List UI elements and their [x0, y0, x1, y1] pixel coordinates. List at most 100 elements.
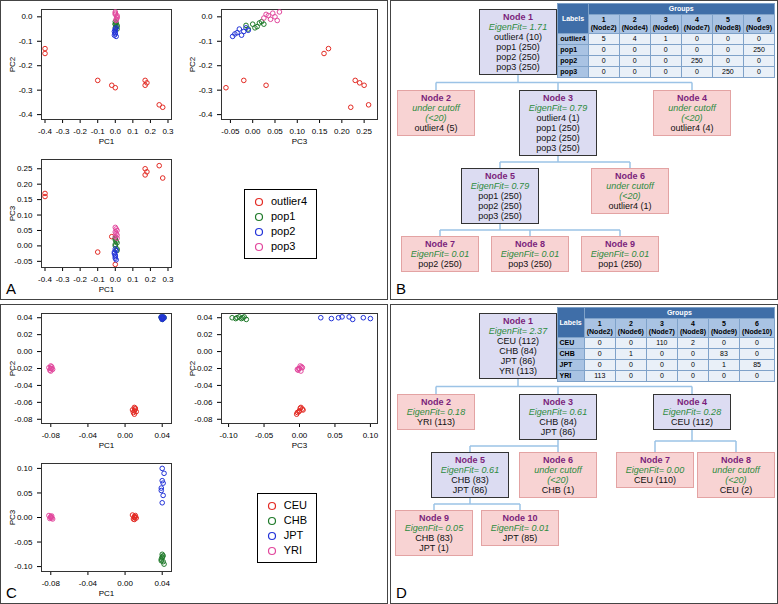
- svg-text:-0.3: -0.3: [56, 275, 70, 284]
- svg-text:0.20: 0.20: [334, 127, 350, 136]
- svg-text:PC2: PC2: [188, 56, 197, 72]
- svg-text:0.0: 0.0: [21, 12, 33, 21]
- svg-text:0.0: 0.0: [110, 127, 122, 136]
- svg-text:PC1: PC1: [99, 589, 115, 598]
- svg-text:0.05: 0.05: [267, 127, 283, 136]
- svg-text:0.00: 0.00: [117, 579, 133, 588]
- svg-text:-0.4: -0.4: [38, 275, 52, 284]
- svg-text:-0.2: -0.2: [73, 275, 87, 284]
- svg-text:PC1: PC1: [99, 285, 115, 294]
- html-text:YRI: YRI: [283, 544, 303, 556]
- svg-text:0.00: 0.00: [197, 347, 213, 356]
- html-text:EigenFit= 1.71: EigenFit= 1.71: [488, 22, 548, 32]
- svg-text:PC3: PC3: [292, 137, 308, 146]
- svg-text:0.3: 0.3: [162, 275, 174, 284]
- svg-text:0.00: 0.00: [17, 347, 33, 356]
- svg-text:0.00: 0.00: [245, 127, 261, 136]
- svg-text:-0.1: -0.1: [91, 127, 105, 136]
- svg-text:0.04: 0.04: [154, 579, 170, 588]
- svg-text:0.10: 0.10: [17, 211, 33, 220]
- svg-text:0.00: 0.00: [17, 513, 33, 522]
- svg-text:-0.06: -0.06: [194, 398, 213, 407]
- svg-text:0.10: 0.10: [363, 431, 379, 440]
- svg-text:PC2: PC2: [8, 360, 17, 376]
- svg-text:PC2: PC2: [8, 56, 17, 72]
- html-text:A: A: [6, 280, 16, 297]
- svg-text:0.04: 0.04: [17, 313, 33, 322]
- svg-text:PC1: PC1: [99, 441, 115, 450]
- svg-text:PC1: PC1: [99, 137, 115, 146]
- html-text:pop3: pop3: [270, 240, 296, 252]
- svg-text:0.25: 0.25: [356, 127, 372, 136]
- html-text:outlier4: outlier4: [270, 195, 307, 207]
- svg-text:-0.10: -0.10: [14, 562, 33, 571]
- svg-text:PC3: PC3: [292, 441, 308, 450]
- svg-text:-0.3: -0.3: [56, 127, 70, 136]
- svg-text:0.00: 0.00: [117, 431, 133, 440]
- html-text:pop2: pop2: [270, 225, 296, 237]
- svg-text:-0.4: -0.4: [19, 110, 33, 119]
- svg-text:0.3: 0.3: [162, 127, 174, 136]
- svg-text:-0.2: -0.2: [19, 61, 33, 70]
- svg-text:0.10: 0.10: [289, 127, 305, 136]
- svg-text:-0.3: -0.3: [19, 86, 33, 95]
- svg-text:0.1: 0.1: [127, 275, 139, 284]
- svg-text:-0.04: -0.04: [14, 381, 33, 390]
- svg-text:-0.05: -0.05: [221, 127, 240, 136]
- html-text:D: D: [396, 584, 407, 601]
- html-text:pop1: pop1: [270, 210, 296, 222]
- svg-text:0.04: 0.04: [154, 431, 170, 440]
- svg-text:0.05: 0.05: [17, 226, 33, 235]
- svg-text:0.02: 0.02: [197, 330, 213, 339]
- svg-text:0.15: 0.15: [312, 127, 328, 136]
- svg-text:0.05: 0.05: [17, 489, 33, 498]
- svg-text:-0.08: -0.08: [42, 579, 61, 588]
- svg-text:-0.2: -0.2: [199, 61, 213, 70]
- svg-text:0.00: 0.00: [17, 241, 33, 250]
- html-text:under cutoff (<20): under cutoff (<20): [606, 181, 654, 201]
- svg-text:0.0: 0.0: [201, 12, 213, 21]
- svg-text:0.15: 0.15: [17, 195, 33, 204]
- svg-text:0.25: 0.25: [17, 164, 33, 173]
- svg-text:-0.04: -0.04: [79, 431, 98, 440]
- svg-text:0.20: 0.20: [17, 180, 33, 189]
- svg-text:PC2: PC2: [188, 360, 197, 376]
- svg-text:0.05: 0.05: [327, 431, 343, 440]
- svg-text:-0.2: -0.2: [73, 127, 87, 136]
- html-text:JPT: JPT: [283, 529, 304, 541]
- svg-text:0.1: 0.1: [127, 127, 139, 136]
- svg-text:-0.08: -0.08: [42, 431, 61, 440]
- svg-text:0.2: 0.2: [145, 127, 157, 136]
- svg-text:-0.05: -0.05: [255, 431, 274, 440]
- svg-text:-0.06: -0.06: [14, 398, 33, 407]
- svg-text:0.2: 0.2: [145, 275, 157, 284]
- svg-text:-0.4: -0.4: [199, 110, 213, 119]
- svg-text:-0.04: -0.04: [194, 381, 213, 390]
- svg-text:-0.1: -0.1: [91, 275, 105, 284]
- html-text:under cutoff (<20): under cutoff (<20): [712, 465, 760, 485]
- svg-text:PC3: PC3: [8, 205, 17, 221]
- html-text:under cutoff (<20): under cutoff (<20): [668, 103, 716, 123]
- svg-text:-0.08: -0.08: [194, 415, 213, 424]
- svg-text:-0.10: -0.10: [219, 431, 238, 440]
- html-text:CEU: CEU: [283, 499, 307, 511]
- svg-text:0.04: 0.04: [197, 313, 213, 322]
- svg-text:-0.05: -0.05: [14, 538, 33, 547]
- svg-text:-0.3: -0.3: [199, 86, 213, 95]
- html-text:CHB: CHB: [283, 514, 307, 526]
- html-text:under cutoff (<20): under cutoff (<20): [412, 103, 460, 123]
- svg-text:-0.04: -0.04: [79, 579, 98, 588]
- svg-text:0.10: 0.10: [17, 464, 33, 473]
- html-text:under cutoff (<20): under cutoff (<20): [534, 465, 582, 485]
- svg-text:-0.08: -0.08: [14, 415, 33, 424]
- svg-text:0.0: 0.0: [110, 275, 122, 284]
- svg-text:PC3: PC3: [8, 509, 17, 525]
- html-text:Node 1: Node 1: [503, 12, 533, 22]
- svg-text:-0.4: -0.4: [38, 127, 52, 136]
- html-text:C: C: [6, 584, 17, 601]
- svg-text:-0.1: -0.1: [19, 37, 33, 46]
- svg-text:0.02: 0.02: [17, 330, 33, 339]
- svg-text:-0.05: -0.05: [14, 257, 33, 266]
- svg-text:-0.1: -0.1: [199, 37, 213, 46]
- svg-text:0.00: 0.00: [292, 431, 308, 440]
